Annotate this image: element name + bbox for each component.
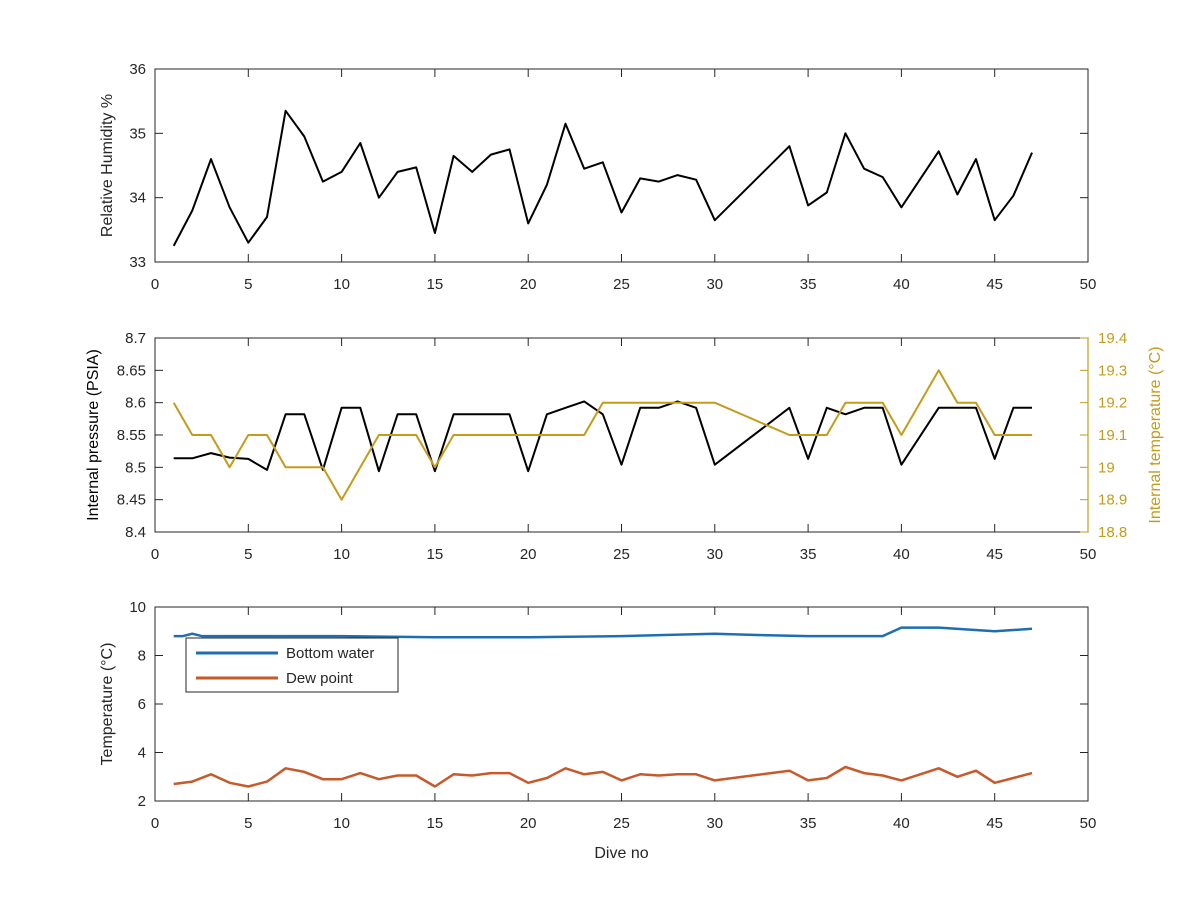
x-tick-label: 35 [800,546,817,563]
x-tick-label: 30 [706,276,723,293]
y-tick-label: 8 [138,648,146,665]
x-tick-label: 30 [706,815,723,832]
x-tick-label: 45 [986,546,1003,563]
x-tick-label: 45 [986,276,1003,293]
x-tick-label: 10 [333,546,350,563]
y-axis-label-right: Internal temperature (°C) [1147,346,1164,523]
legend-label: Dew point [286,670,354,687]
y-right-tick-label: 19.4 [1098,330,1127,347]
x-tick-label: 25 [613,546,630,563]
x-tick-label: 30 [706,546,723,563]
x-tick-label: 25 [613,815,630,832]
x-tick-label: 40 [893,815,910,832]
plot-panel-3: 0 5 10 15 20 25 30 35 40 45 50 2 4 6 8 10 Temperature (°… [99,599,1096,862]
x-tick-label: 15 [427,546,444,563]
legend-box [185,637,399,693]
y-tick-label: 6 [138,696,146,713]
y-tick-label: 10 [129,599,146,616]
x-tick-label: 40 [893,276,910,293]
x-tick-label: 50 [1080,276,1097,293]
y-tick-label: 8.4 [125,524,146,541]
x-tick-label: 35 [800,815,817,832]
x-tick-label: 0 [151,546,159,563]
x-tick-label: 45 [986,815,1003,832]
x-tick-label: 10 [333,815,350,832]
y-right-tick-label: 19 [1098,459,1115,476]
x-tick-label: 50 [1080,815,1097,832]
x-tick-label: 20 [520,815,537,832]
y-right-tick-label: 19.2 [1098,395,1127,412]
x-tick-label: 10 [333,276,350,293]
y-tick-label: 34 [129,190,146,207]
y-tick-label: 8.65 [117,362,146,379]
y-tick-label: 35 [129,125,146,142]
y-tick-label: 2 [138,793,146,810]
x-axis-label: Dive no [594,845,648,862]
series-line-1 [172,109,1033,247]
y-right-tick-label: 18.9 [1098,492,1127,509]
series-line-bottom-water [173,626,1033,639]
y-right-tick-label: 18.8 [1098,524,1127,541]
x-tick-label: 0 [151,276,159,293]
x-tick-label: 0 [151,815,159,832]
plot-panel-1: 0 5 10 15 20 25 30 35 40 45 50 33 34 35 36 Relative Hum… [99,61,1096,293]
x-tick-label: 5 [244,815,252,832]
plot-panel-2: 0 5 10 15 20 25 30 35 40 45 50 8.4 8.45 8.5 8.55 8.6 8.6… [85,330,1164,563]
x-tick-label: 15 [427,815,444,832]
x-tick-label: 25 [613,276,630,293]
x-tick-label: 50 [1080,546,1097,563]
axes-frame [154,68,1089,263]
x-tick-label: 40 [893,546,910,563]
series-line-dew-point [173,765,1033,788]
y-right-tick-label: 19.3 [1098,362,1127,379]
x-tick-label: 5 [244,546,252,563]
y-tick-label: 36 [129,61,146,78]
x-tick-label: 20 [520,276,537,293]
y-axis-label: Internal pressure (PSIA) [85,349,102,521]
x-tick-label: 35 [800,276,817,293]
y-axis-label: Temperature (°C) [99,643,116,766]
y-right-tick-label: 19.1 [1098,427,1127,444]
y-tick-label: 8.7 [125,330,146,347]
x-tick-label: 15 [427,276,444,293]
x-tick-label: 5 [244,276,252,293]
y-tick-label: 8.45 [117,492,146,509]
x-tick-label: 20 [520,546,537,563]
y-tick-label: 33 [129,254,146,271]
legend: Bottom water Dew point [185,637,399,693]
y-tick-label: 4 [138,745,146,762]
y-tick-label: 8.6 [125,395,146,412]
legend-label: Bottom water [286,645,374,662]
series-line-1 [173,400,1032,473]
axes-frame [154,337,1089,533]
y-tick-label: 8.5 [125,459,146,476]
y-axis-label: Relative Humidity % [99,94,116,237]
series-line-2 [172,369,1032,501]
y-tick-label: 8.55 [117,427,146,444]
